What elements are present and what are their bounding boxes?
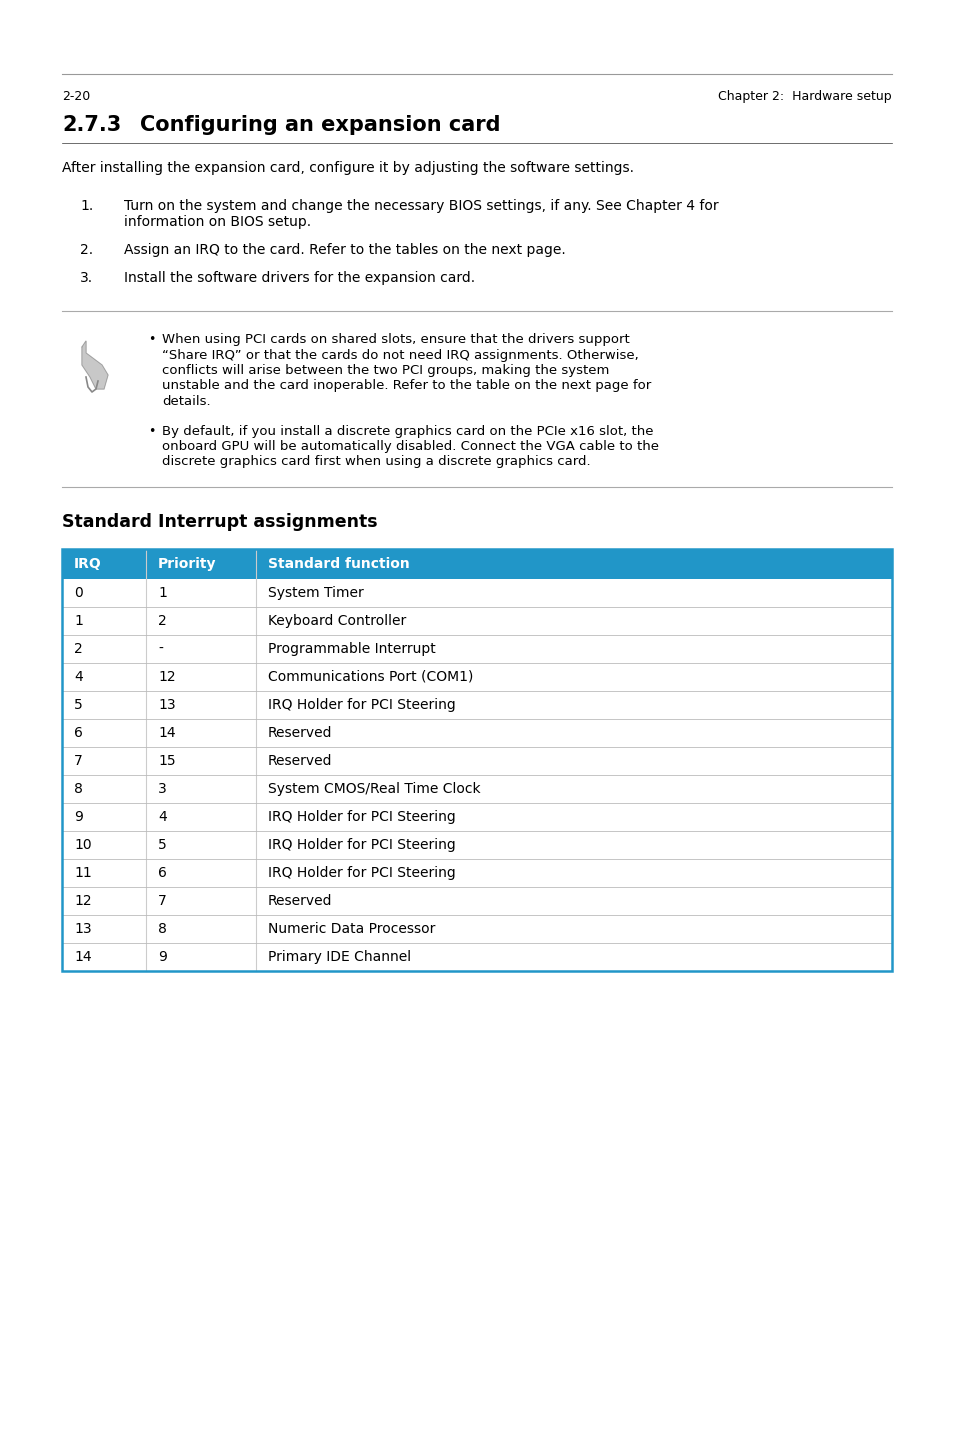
Text: 4: 4 <box>158 810 167 824</box>
Text: details.: details. <box>162 395 211 408</box>
Text: •: • <box>148 334 155 347</box>
Text: Numeric Data Processor: Numeric Data Processor <box>268 922 435 936</box>
Bar <box>63 636 890 663</box>
Text: 0: 0 <box>74 587 83 600</box>
Text: 8: 8 <box>158 922 167 936</box>
Bar <box>62 549 891 580</box>
Text: Chapter 2:  Hardware setup: Chapter 2: Hardware setup <box>718 91 891 104</box>
Text: Priority: Priority <box>158 557 216 571</box>
Text: information on BIOS setup.: information on BIOS setup. <box>124 216 311 229</box>
Text: Reserved: Reserved <box>268 726 333 741</box>
Text: •: • <box>148 424 155 437</box>
Bar <box>63 692 890 719</box>
Text: When using PCI cards on shared slots, ensure that the drivers support: When using PCI cards on shared slots, en… <box>162 334 629 347</box>
Text: System Timer: System Timer <box>268 587 363 600</box>
Text: After installing the expansion card, configure it by adjusting the software sett: After installing the expansion card, con… <box>62 161 634 175</box>
Text: 8: 8 <box>74 782 83 797</box>
Text: Assign an IRQ to the card. Refer to the tables on the next page.: Assign an IRQ to the card. Refer to the … <box>124 243 565 257</box>
Text: Install the software drivers for the expansion card.: Install the software drivers for the exp… <box>124 270 475 285</box>
Text: 2: 2 <box>74 641 83 656</box>
Text: IRQ Holder for PCI Steering: IRQ Holder for PCI Steering <box>268 697 456 712</box>
Text: IRQ Holder for PCI Steering: IRQ Holder for PCI Steering <box>268 810 456 824</box>
Text: 2-20: 2-20 <box>62 91 91 104</box>
Text: Standard function: Standard function <box>268 557 410 571</box>
Text: IRQ: IRQ <box>74 557 102 571</box>
Text: 6: 6 <box>74 726 83 741</box>
Bar <box>63 775 890 802</box>
Text: 1.: 1. <box>80 198 93 213</box>
Text: 1: 1 <box>158 587 167 600</box>
Text: Reserved: Reserved <box>268 894 333 907</box>
Bar <box>63 915 890 943</box>
Bar <box>63 887 890 915</box>
Text: conflicts will arise between the two PCI groups, making the system: conflicts will arise between the two PCI… <box>162 364 609 377</box>
Text: 12: 12 <box>158 670 175 684</box>
Text: 15: 15 <box>158 754 175 768</box>
Text: 14: 14 <box>158 726 175 741</box>
Text: System CMOS/Real Time Clock: System CMOS/Real Time Clock <box>268 782 480 797</box>
Text: Primary IDE Channel: Primary IDE Channel <box>268 951 411 963</box>
Text: 12: 12 <box>74 894 91 907</box>
Text: 2.7.3: 2.7.3 <box>62 115 121 135</box>
Text: 14: 14 <box>74 951 91 963</box>
Text: 2.: 2. <box>80 243 93 257</box>
Text: onboard GPU will be automatically disabled. Connect the VGA cable to the: onboard GPU will be automatically disabl… <box>162 440 659 453</box>
Bar <box>63 746 890 775</box>
Text: 4: 4 <box>74 670 83 684</box>
Text: Standard Interrupt assignments: Standard Interrupt assignments <box>62 513 377 531</box>
Bar <box>63 607 890 636</box>
Text: By default, if you install a discrete graphics card on the PCIe x16 slot, the: By default, if you install a discrete gr… <box>162 424 653 437</box>
Text: Communications Port (COM1): Communications Port (COM1) <box>268 670 473 684</box>
Text: IRQ Holder for PCI Steering: IRQ Holder for PCI Steering <box>268 838 456 851</box>
Text: 13: 13 <box>158 697 175 712</box>
Text: Reserved: Reserved <box>268 754 333 768</box>
Text: unstable and the card inoperable. Refer to the table on the next page for: unstable and the card inoperable. Refer … <box>162 380 651 393</box>
Text: 9: 9 <box>158 951 167 963</box>
Text: Programmable Interrupt: Programmable Interrupt <box>268 641 436 656</box>
Text: 11: 11 <box>74 866 91 880</box>
Text: “Share IRQ” or that the cards do not need IRQ assignments. Otherwise,: “Share IRQ” or that the cards do not nee… <box>162 348 639 361</box>
Text: 7: 7 <box>74 754 83 768</box>
Bar <box>63 719 890 746</box>
Text: Configuring an expansion card: Configuring an expansion card <box>140 115 500 135</box>
Text: 6: 6 <box>158 866 167 880</box>
Text: 3: 3 <box>158 782 167 797</box>
Text: -: - <box>158 641 163 656</box>
Bar <box>63 580 890 607</box>
Text: 13: 13 <box>74 922 91 936</box>
Text: 9: 9 <box>74 810 83 824</box>
Text: 5: 5 <box>158 838 167 851</box>
Text: discrete graphics card first when using a discrete graphics card.: discrete graphics card first when using … <box>162 456 590 469</box>
Text: 2: 2 <box>158 614 167 628</box>
Text: Turn on the system and change the necessary BIOS settings, if any. See Chapter 4: Turn on the system and change the necess… <box>124 198 718 213</box>
Text: 10: 10 <box>74 838 91 851</box>
Text: 5: 5 <box>74 697 83 712</box>
Bar <box>63 858 890 887</box>
Bar <box>62 549 891 971</box>
Polygon shape <box>82 341 108 390</box>
Text: IRQ Holder for PCI Steering: IRQ Holder for PCI Steering <box>268 866 456 880</box>
Bar <box>63 831 890 858</box>
Text: 1: 1 <box>74 614 83 628</box>
Text: 3.: 3. <box>80 270 93 285</box>
Text: Keyboard Controller: Keyboard Controller <box>268 614 406 628</box>
Text: 7: 7 <box>158 894 167 907</box>
Bar <box>63 663 890 692</box>
Bar <box>63 943 890 971</box>
Bar <box>63 802 890 831</box>
